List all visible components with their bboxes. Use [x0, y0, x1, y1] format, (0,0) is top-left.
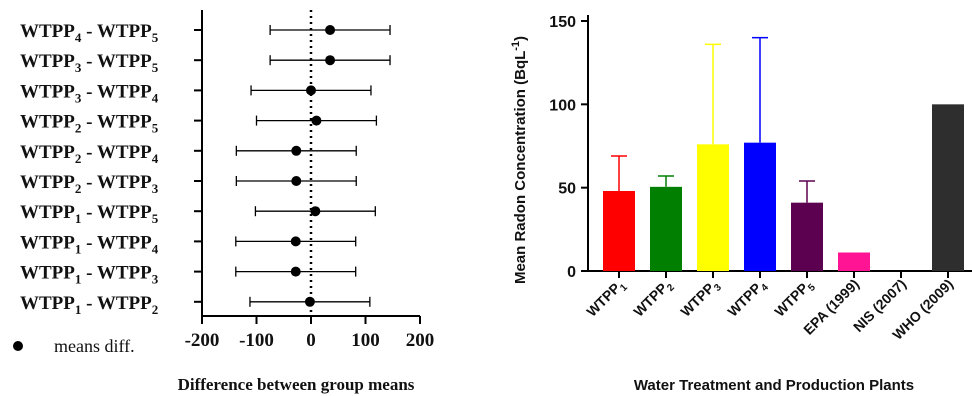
y-tick-label: 50	[558, 181, 576, 198]
row-label: WTPP3 - WTPP5	[20, 51, 159, 75]
mean-diff-point	[304, 296, 315, 307]
row-label: WTPP1 - WTPP2	[20, 293, 158, 317]
legend-label: means diff.	[54, 336, 135, 356]
mean-diff-point	[306, 85, 316, 96]
x-axis-title: Water Treatment and Production Plants	[634, 377, 914, 394]
mean-diff-point	[325, 55, 336, 66]
x-tick-label: 100	[351, 330, 380, 351]
bar	[650, 186, 682, 271]
bar	[838, 252, 870, 271]
y-tick-label: 0	[567, 264, 576, 281]
x-tick-label: 200	[406, 330, 435, 351]
category-label: WTPP3	[677, 275, 724, 322]
bar	[932, 104, 964, 271]
mean-diff-point	[310, 206, 321, 217]
bar	[791, 202, 823, 271]
bar-chart-panel: 0 50 100 150 Mean Radon Concentration (BqL-1…	[510, 14, 972, 394]
y-axis-title: Mean Radon Concentration (BqL-1)	[510, 36, 529, 284]
mean-diff-point	[325, 25, 336, 35]
row-label: WTPP1 - WTPP4	[20, 232, 159, 256]
row-label: WTPP4 - WTPP5	[20, 21, 159, 45]
mean-diff-point	[290, 266, 301, 277]
row-label: WTPP2 - WTPP4	[20, 142, 159, 166]
row-label: WTPP2 - WTPP3	[20, 172, 159, 196]
mean-diff-point	[290, 236, 301, 247]
bar	[603, 191, 635, 271]
mean-diff-point	[291, 145, 302, 156]
x-tick-label: -200	[185, 330, 220, 351]
x-tick-label: -100	[239, 330, 274, 351]
category-label: WTPP1	[583, 275, 630, 322]
y-tick-label: 100	[549, 97, 576, 114]
row-label: WTPP1 - WTPP3	[20, 263, 159, 287]
mean-diff-point	[311, 115, 322, 126]
category-label: WTPP4	[724, 275, 771, 322]
y-tick-label: 150	[549, 14, 576, 31]
category-label: WTPP2	[630, 275, 677, 322]
mean-diff-point	[291, 176, 302, 186]
x-axis-title: Difference between group means	[178, 375, 415, 394]
bar	[697, 144, 729, 271]
forest-plot-panel: -200 -100 0 100 200 WTPP4 - WTPP5 WTPP3 - WTPP…	[13, 10, 434, 394]
legend-marker	[13, 341, 23, 351]
bar	[744, 142, 776, 271]
row-label: WTPP3 - WTPP4	[20, 81, 159, 105]
row-label: WTPP2 - WTPP5	[20, 112, 159, 136]
row-label: WTPP1 - WTPP5	[20, 202, 159, 226]
x-tick-label: 0	[306, 330, 316, 351]
